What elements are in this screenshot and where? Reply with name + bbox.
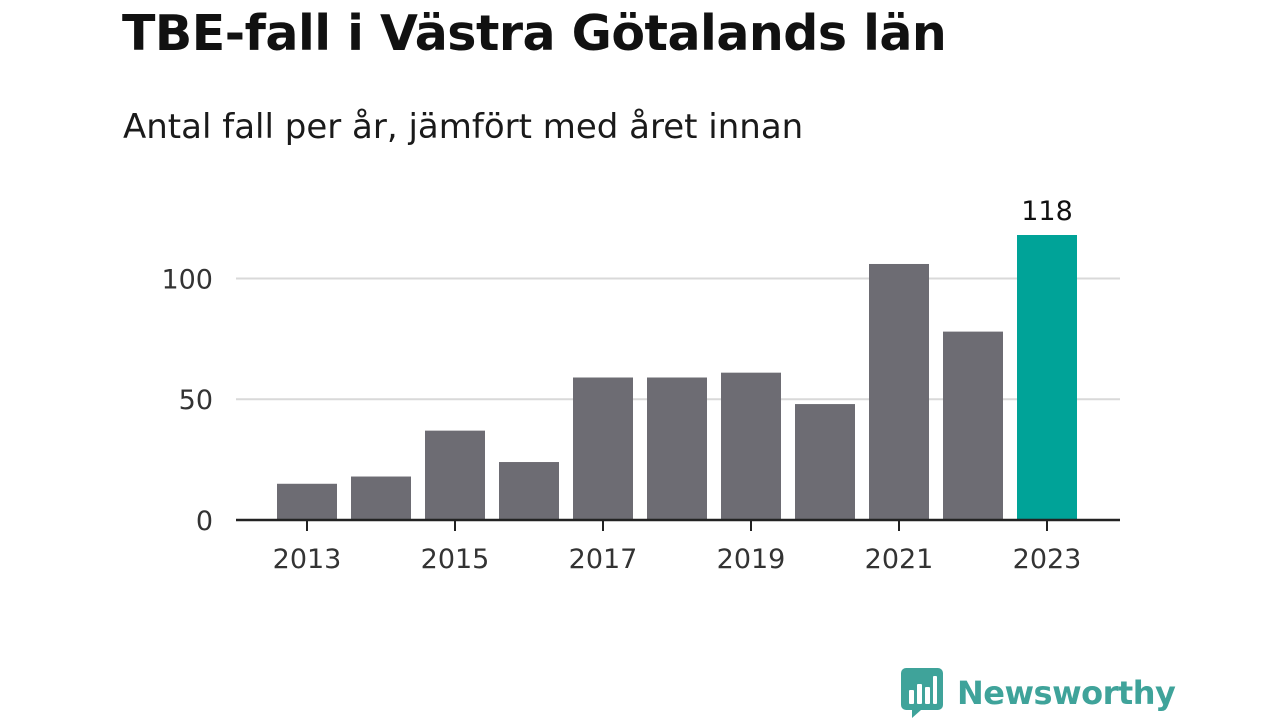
x-tick-label-2023: 2023 [1013,544,1082,575]
bar-2015 [425,430,485,520]
bar-2017 [573,377,633,520]
y-tick-label-100: 100 [161,264,213,295]
x-tick-label-2013: 2013 [273,544,342,575]
newsworthy-logo: Newsworthy [901,668,1176,718]
bar-2018 [647,377,707,520]
y-tick-label-0: 0 [196,506,213,537]
data-label-2023: 118 [1021,196,1073,227]
bar-2020 [795,404,855,520]
bar-2014 [351,476,411,520]
bar-2022 [943,331,1003,520]
bars [277,235,1077,520]
x-tick-label-2021: 2021 [865,544,934,575]
newsworthy-bar-chart-icon [901,668,943,718]
x-tick-label-2015: 2015 [421,544,490,575]
chart-subtitle: Antal fall per år, jämfört med året inna… [123,107,804,147]
axes [236,518,1120,531]
x-tick-label-2019: 2019 [717,544,786,575]
bar-2013 [277,483,337,520]
y-tick-label-50: 50 [179,385,213,416]
bar-2016 [499,462,559,520]
labels: 0 50 100 2013 2015 2017 2019 2021 2023 118 [161,196,1081,575]
bar-2021 [869,263,929,520]
bar-2019 [721,372,781,520]
bar-2023 [1017,235,1077,520]
brand-name: Newsworthy [957,674,1176,712]
x-tick-label-2017: 2017 [569,544,638,575]
chart-title: TBE-fall i Västra Götalands län [122,5,947,62]
